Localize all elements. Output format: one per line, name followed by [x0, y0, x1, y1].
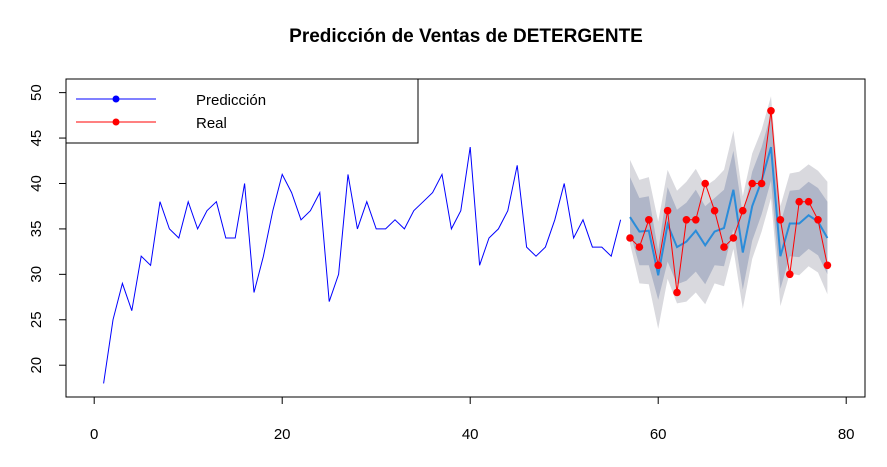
real-point-68 — [729, 234, 738, 242]
x-tick-label-80: 80 — [838, 426, 855, 443]
y-axis: 20 25 30 35 40 45 50 — [28, 84, 67, 374]
real-point-63 — [682, 216, 691, 224]
legend-box — [65, 78, 419, 144]
legend-marker-prediccion — [112, 95, 120, 103]
real-point-71 — [757, 179, 766, 188]
x-tick-label-40: 40 — [462, 426, 479, 443]
x-tick-label-60: 60 — [650, 426, 667, 443]
y-tick-label-25: 25 — [28, 311, 45, 328]
y-tick-label-40: 40 — [28, 175, 45, 192]
real-layer — [626, 107, 832, 297]
real-point-69 — [739, 206, 747, 215]
forecast-mean-line — [629, 146, 829, 276]
forecast-layer — [629, 146, 829, 276]
legend-label-real: Real — [196, 115, 227, 132]
y-tick-label-20: 20 — [28, 357, 45, 374]
chart-title: Predicción de Ventas de DETERGENTE — [289, 26, 643, 47]
history-line — [103, 147, 622, 384]
real-point-57 — [626, 234, 634, 242]
real-point-74 — [786, 270, 794, 279]
legend: Predicción Real — [65, 78, 419, 144]
real-point-64 — [692, 216, 700, 224]
real-line — [629, 110, 828, 293]
real-point-73 — [776, 216, 785, 224]
real-point-62 — [673, 288, 681, 297]
real-point-58 — [635, 243, 644, 251]
x-tick-label-0: 0 — [90, 426, 98, 443]
real-point-66 — [710, 206, 719, 215]
real-point-75 — [795, 197, 803, 206]
real-point-70 — [748, 179, 756, 188]
legend-label-prediccion: Predicción — [196, 92, 266, 109]
x-axis: 0 20 40 60 80 — [90, 396, 855, 443]
real-point-65 — [701, 179, 709, 188]
y-tick-label-30: 30 — [28, 266, 45, 283]
real-point-67 — [720, 243, 728, 251]
y-tick-label-35: 35 — [28, 221, 45, 238]
real-point-61 — [663, 206, 672, 215]
y-tick-label-50: 50 — [28, 84, 45, 101]
real-point-77 — [814, 216, 822, 224]
legend-marker-real — [112, 118, 120, 126]
real-point-59 — [645, 216, 653, 224]
y-tick-label-45: 45 — [28, 130, 45, 147]
real-point-72 — [767, 107, 775, 115]
history-layer — [103, 147, 622, 384]
real-point-60 — [654, 261, 662, 270]
x-tick-label-20: 20 — [274, 426, 291, 443]
real-point-76 — [804, 197, 813, 206]
real-point-78 — [823, 261, 832, 270]
